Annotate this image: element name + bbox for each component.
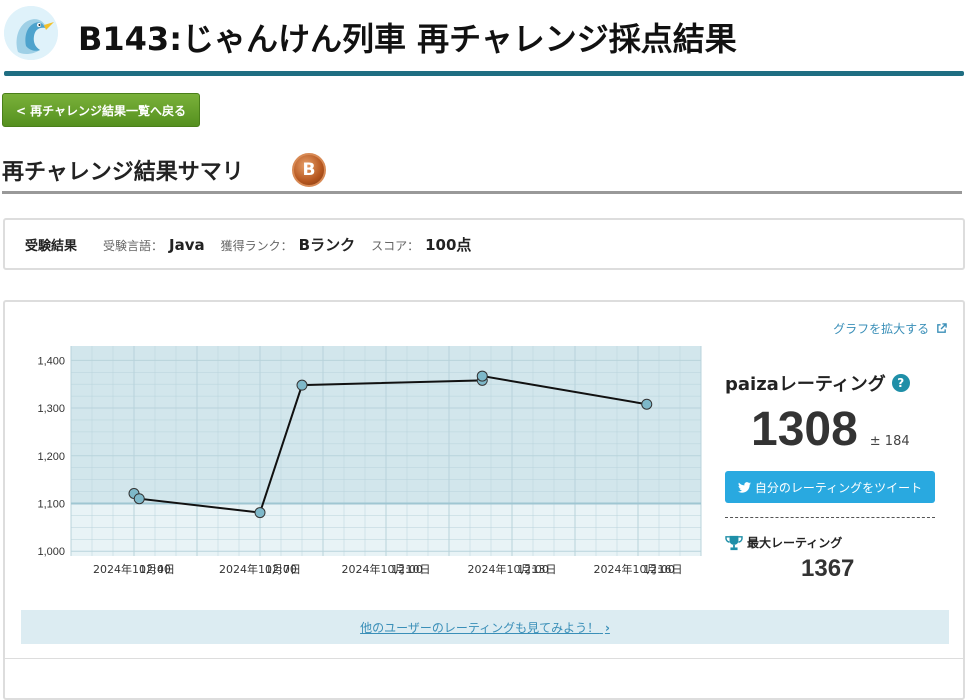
rating-value: 1308: [751, 403, 858, 456]
rating-divider: [725, 517, 935, 518]
x-tick-label: 2024年10月16日: [594, 562, 683, 576]
expand-graph-label: グラフを拡大する: [833, 322, 930, 336]
result-summary-box: 受験結果 受験言語： Java 獲得ランク： Bランク スコア： 100点: [3, 218, 965, 270]
rating-panel: グラフを拡大する 1,000 1,100 1,200 1,300 1,400 2024年1…: [3, 300, 965, 700]
rating-side: paizaレーティング ? 1308 ± 184 自分のレーティングをツイート …: [725, 370, 935, 583]
language-label: 受験言語：: [103, 239, 164, 253]
language-value: Java: [169, 236, 205, 254]
page-title: B143:じゃんけん列車 再チャレンジ採点結果: [78, 20, 737, 58]
x-tick-label: 2024年10月4日: [93, 562, 175, 576]
others-rating-label: 他のユーザーのレーティングも見てみよう！: [360, 620, 600, 635]
result-heading: 受験結果: [25, 239, 78, 254]
rating-deviation: ± 184: [869, 434, 910, 449]
rating-title-label: paizaレーティング: [725, 374, 886, 395]
chevron-right-icon: ›: [604, 620, 610, 635]
rating-point: [296, 379, 308, 391]
rating-value-row: 1308 ± 184: [751, 402, 935, 457]
x-tick-label: 12:00: [265, 563, 297, 576]
max-rating-label: 最大レーティング: [747, 536, 843, 550]
back-to-results-button[interactable]: < 再チャレンジ結果一覧へ戻る: [2, 93, 200, 127]
x-tick-label: 12:00: [139, 563, 171, 576]
external-link-icon: [937, 323, 947, 333]
y-tick-label: 1,300: [37, 403, 65, 415]
header-divider: [4, 71, 964, 76]
rating-point: [641, 398, 653, 410]
score-label: スコア：: [371, 239, 420, 253]
x-tick-label: 12:00: [391, 563, 423, 576]
tweet-rating-label: 自分のレーティングをツイート: [754, 480, 923, 495]
tweet-rating-button[interactable]: 自分のレーティングをツイート: [725, 471, 935, 503]
score-value: 100点: [425, 236, 472, 254]
x-tick-label: 2024年10月13日: [468, 562, 557, 576]
rating-point: [476, 370, 488, 382]
y-tick-label: 1,400: [37, 355, 65, 367]
trophy-icon: [725, 535, 743, 550]
others-rating-bar: 他のユーザーのレーティングも見てみよう！ ›: [21, 610, 949, 644]
y-tick-label: 1,000: [37, 546, 65, 558]
help-icon[interactable]: ?: [891, 374, 910, 392]
y-tick-label: 1,200: [37, 451, 65, 463]
max-rating-heading: 最大レーティング: [725, 534, 935, 551]
expand-graph-link[interactable]: グラフを拡大する: [833, 320, 947, 337]
panel-bottom-divider: [5, 658, 963, 659]
y-tick-label: 1,100: [37, 499, 65, 511]
max-rating-value: 1367: [801, 555, 855, 582]
rank-label: 獲得ランク：: [220, 239, 293, 253]
twitter-bird-icon: [737, 481, 751, 493]
paiza-logo-icon[interactable]: [4, 6, 58, 60]
others-rating-link[interactable]: 他のユーザーのレーティングも見てみよう！ ›: [360, 619, 610, 636]
rating-chart: 1,0001,1001,2001,3001,4002024年10月4日12:00…: [37, 346, 702, 576]
rating-point: [254, 507, 266, 519]
x-tick-label: 2024年10月10日: [342, 562, 431, 576]
rank-value: Bランク: [298, 236, 356, 254]
rank-badge: B: [292, 153, 326, 187]
summary-title: 再チャレンジ結果サマリ: [2, 160, 244, 185]
rating-point: [133, 493, 145, 505]
result-row: 受験結果 受験言語： Java 獲得ランク： Bランク スコア： 100点: [25, 234, 487, 255]
rating-title: paizaレーティング ?: [725, 370, 935, 396]
x-tick-label: 2024年10月7日: [219, 562, 301, 576]
summary-divider: [2, 191, 962, 194]
page-header: B143:じゃんけん列車 再チャレンジ採点結果: [0, 0, 966, 78]
x-tick-label: 12:00: [517, 563, 549, 576]
x-tick-label: 12:00: [643, 563, 675, 576]
